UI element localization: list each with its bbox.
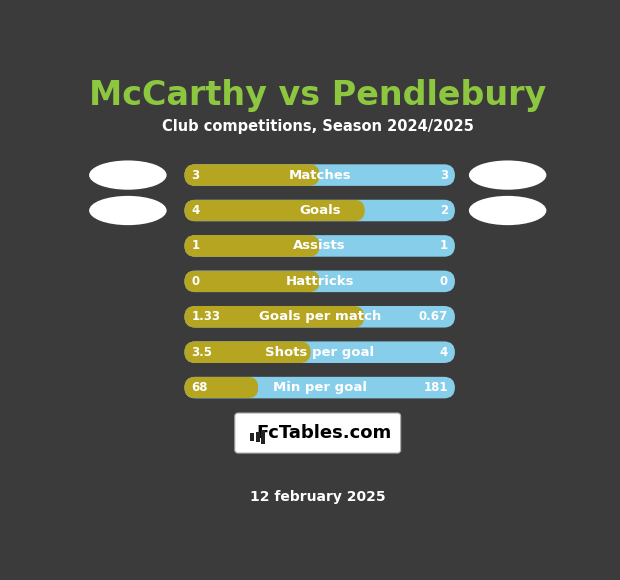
- FancyBboxPatch shape: [185, 342, 455, 363]
- FancyBboxPatch shape: [261, 430, 265, 444]
- FancyBboxPatch shape: [185, 270, 320, 292]
- FancyBboxPatch shape: [185, 164, 455, 186]
- Text: FcTables.com: FcTables.com: [256, 424, 392, 442]
- Text: 12 february 2025: 12 february 2025: [250, 490, 386, 504]
- FancyBboxPatch shape: [185, 270, 455, 292]
- Text: Matches: Matches: [288, 169, 351, 182]
- FancyBboxPatch shape: [255, 432, 260, 442]
- Ellipse shape: [469, 196, 546, 225]
- Text: 3: 3: [440, 169, 448, 182]
- Text: 1.33: 1.33: [192, 310, 221, 323]
- Text: 0.67: 0.67: [419, 310, 448, 323]
- FancyBboxPatch shape: [185, 235, 320, 257]
- Text: 68: 68: [192, 381, 208, 394]
- FancyBboxPatch shape: [185, 164, 320, 186]
- FancyBboxPatch shape: [185, 377, 259, 398]
- FancyBboxPatch shape: [185, 200, 455, 222]
- Ellipse shape: [89, 196, 167, 225]
- Text: Assists: Assists: [293, 240, 346, 252]
- Text: 1: 1: [192, 240, 200, 252]
- Text: 0: 0: [440, 275, 448, 288]
- FancyBboxPatch shape: [185, 306, 365, 328]
- FancyBboxPatch shape: [185, 235, 455, 257]
- Ellipse shape: [469, 161, 546, 190]
- Text: Goals: Goals: [299, 204, 340, 217]
- Text: 181: 181: [423, 381, 448, 394]
- Text: 1: 1: [440, 240, 448, 252]
- Text: 3.5: 3.5: [192, 346, 213, 358]
- Text: Hattricks: Hattricks: [285, 275, 354, 288]
- FancyBboxPatch shape: [235, 413, 401, 453]
- Text: 2: 2: [440, 204, 448, 217]
- FancyBboxPatch shape: [250, 433, 254, 441]
- FancyBboxPatch shape: [185, 377, 455, 398]
- Text: 3: 3: [192, 169, 200, 182]
- FancyBboxPatch shape: [185, 306, 455, 328]
- Text: 4: 4: [440, 346, 448, 358]
- Ellipse shape: [89, 161, 167, 190]
- Text: Min per goal: Min per goal: [273, 381, 366, 394]
- Text: Club competitions, Season 2024/2025: Club competitions, Season 2024/2025: [162, 119, 474, 134]
- Text: McCarthy vs Pendlebury: McCarthy vs Pendlebury: [89, 78, 546, 111]
- FancyBboxPatch shape: [185, 342, 311, 363]
- Text: 0: 0: [192, 275, 200, 288]
- Text: 4: 4: [192, 204, 200, 217]
- Text: Goals per match: Goals per match: [259, 310, 381, 323]
- FancyBboxPatch shape: [185, 200, 365, 222]
- Text: Shots per goal: Shots per goal: [265, 346, 374, 358]
